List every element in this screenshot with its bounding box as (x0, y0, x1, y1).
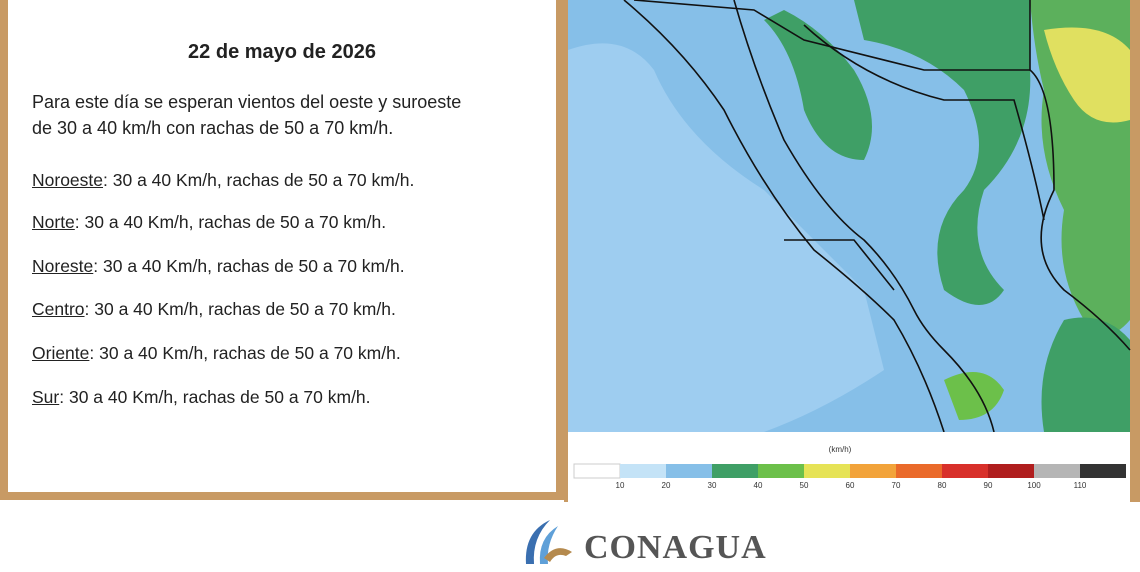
legend-swatch (850, 464, 896, 478)
legend-label: 100 (1027, 481, 1041, 490)
map: (km/h) 10 20 30 40 50 60 70 80 90 100 110 (568, 0, 1131, 502)
region-line: Noreste: 30 a 40 Km/h, rachas de 50 a 70… (32, 256, 405, 277)
legend-swatch (666, 464, 712, 478)
summary-line: de 30 a 40 km/h con rachas de 50 a 70 km… (32, 118, 394, 138)
legend-unit: (km/h) (829, 445, 852, 454)
legend-label: 30 (708, 481, 717, 490)
legend-swatch (1034, 464, 1080, 478)
region-name: Noroeste (32, 170, 104, 190)
region-text: : 30 a 40 Km/h, rachas de 50 a 70 km/h. (103, 170, 415, 190)
logo: CONAGUA (525, 520, 767, 566)
region-text: : 30 a 40 Km/h, rachas de 50 a 70 km/h. (93, 256, 405, 276)
wind-area (1041, 317, 1130, 432)
borders (623, 0, 1131, 433)
legend-label: 70 (892, 481, 901, 490)
logo-icon (525, 520, 550, 564)
region-name: Oriente (32, 343, 90, 363)
region-text: : 30 a 40 Km/h, rachas de 50 a 70 km/h. (84, 299, 396, 319)
region-text: : 30 a 40 Km/h, rachas de 50 a 70 km/h. (74, 212, 387, 232)
legend-swatch (804, 464, 850, 478)
legend-swatch (942, 464, 988, 478)
text-panel: 22 de mayo de 2026 Para este día se espe… (0, 0, 564, 500)
logo-icon (544, 548, 572, 562)
legend-swatch (896, 464, 942, 478)
legend-swatch (758, 464, 804, 478)
region-name: Norte (32, 212, 75, 232)
region-text: : 30 a 40 Km/h, rachas de 50 a 70 km/h. (89, 343, 401, 363)
region-line: Norte: 30 a 40 Km/h, rachas de 50 a 70 k… (32, 212, 386, 233)
legend-label: 10 (616, 481, 625, 490)
legend-swatch (988, 464, 1034, 478)
region-name: Noreste (32, 256, 94, 276)
wind-area (854, 0, 1031, 305)
legend-label: 40 (754, 481, 763, 490)
summary-line: Para este día se esperan vientos del oes… (32, 92, 462, 112)
region-name: Sur (32, 387, 60, 407)
legend-label: 50 (800, 481, 809, 490)
wind-area (1044, 27, 1130, 123)
legend-label: 60 (846, 481, 855, 490)
region-line: Noroeste: 30 a 40 Km/h, rachas de 50 a 7… (32, 170, 414, 191)
logo-text: CONAGUA (584, 529, 767, 566)
legend-label: 90 (984, 481, 993, 490)
map-panel: (km/h) 10 20 30 40 50 60 70 80 90 100 110 (564, 0, 1140, 502)
legend-label: 80 (938, 481, 947, 490)
region-line: Oriente: 30 a 40 Km/h, rachas de 50 a 70… (32, 343, 401, 364)
legend-swatch (620, 464, 666, 478)
logo-icon (539, 526, 558, 564)
region-text: : 30 a 40 Km/h, rachas de 50 a 70 km/h. (59, 387, 371, 407)
legend-label: 110 (1074, 481, 1087, 490)
ocean-area (568, 43, 884, 432)
wind-area (764, 10, 872, 160)
legend-swatch (573, 463, 621, 479)
region-line: Sur: 30 a 40 Km/h, rachas de 50 a 70 km/… (32, 387, 371, 408)
legend-swatch (712, 464, 758, 478)
date: 22 de mayo de 2026 (188, 41, 376, 63)
legend-swatch (1080, 464, 1126, 478)
region-name: Centro (32, 299, 85, 319)
region-line: Centro: 30 a 40 Km/h, rachas de 50 a 70 … (32, 299, 396, 320)
wind-area (944, 372, 1004, 420)
legend-label: 20 (662, 481, 671, 490)
